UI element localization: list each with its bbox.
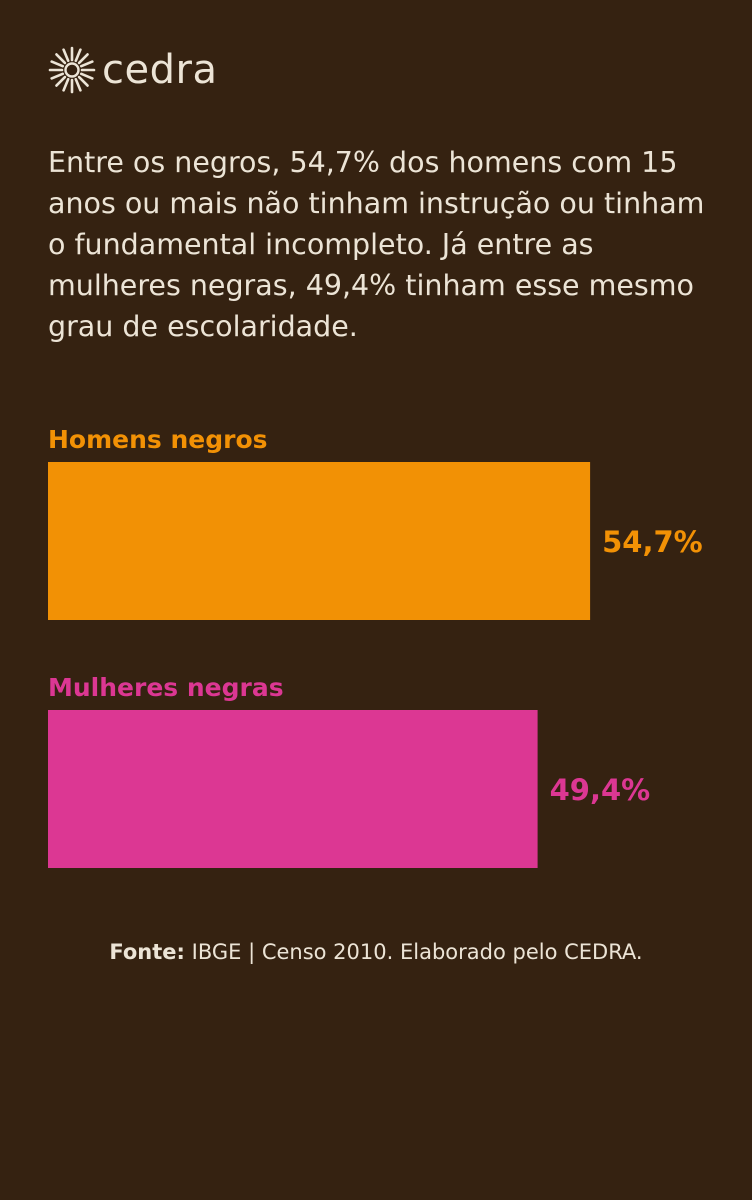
value-label: 49,4% (550, 773, 651, 807)
source-text: IBGE | Censo 2010. Elaborado pelo CEDRA. (184, 940, 643, 964)
brand-logo: cedra (48, 42, 217, 98)
headline-text: Entre os negros, 54,7% dos homens com 15… (48, 146, 705, 343)
source-note: Fonte: IBGE | Censo 2010. Elaborado pelo… (0, 940, 752, 964)
source-label: Fonte: (109, 940, 185, 964)
category-label: Homens negros (48, 425, 268, 454)
value-label: 54,7% (602, 525, 703, 559)
brand-name: cedra (102, 47, 218, 93)
sun-burst-icon (48, 46, 96, 94)
bar (48, 710, 538, 868)
category-label: Mulheres negras (48, 673, 284, 702)
bar (48, 462, 591, 620)
